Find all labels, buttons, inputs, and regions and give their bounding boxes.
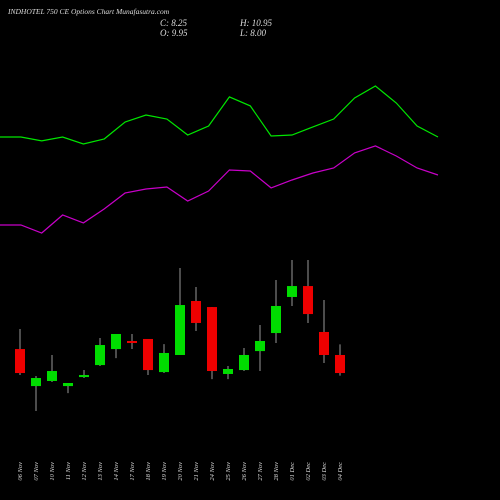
candle-body — [271, 305, 281, 334]
candle-body — [79, 375, 89, 378]
x-tick-label: 18 Nov — [145, 462, 152, 481]
x-tick-label: 06 Nov — [17, 462, 24, 481]
candle-body — [111, 333, 121, 350]
candle-body — [191, 301, 201, 323]
candle-body — [95, 345, 105, 366]
x-tick-label: 28 Nov — [273, 462, 280, 481]
x-tick-label: 26 Nov — [241, 462, 248, 481]
candle-body — [239, 354, 249, 371]
candle-body — [303, 286, 313, 315]
x-tick-label: 21 Nov — [193, 462, 200, 481]
candle-body — [175, 305, 185, 355]
x-tick-label: 17 Nov — [129, 462, 136, 481]
x-tick-label: 13 Nov — [97, 462, 104, 481]
candle-body — [143, 338, 153, 371]
x-tick-label: 19 Nov — [161, 462, 168, 481]
open-label: O: 9.95 — [160, 28, 188, 38]
candle-body — [47, 371, 57, 381]
x-tick-label: 24 Nov — [209, 462, 216, 481]
x-tick-label: 20 Nov — [177, 462, 184, 481]
indicator-line — [0, 145, 439, 234]
x-tick-label: 25 Nov — [225, 462, 232, 481]
low-label: L: 8.00 — [239, 28, 267, 38]
high-label: H: 10.95 — [239, 18, 272, 28]
candle-body — [159, 352, 169, 373]
x-tick-label: 02 Dec — [305, 462, 312, 481]
x-tick-label: 11 Nov — [65, 462, 72, 480]
candle-body — [31, 378, 41, 387]
x-tick-label: 03 Dec — [321, 462, 328, 481]
x-tick-label: 07 Nov — [33, 462, 40, 481]
candle-body — [255, 340, 265, 352]
candle-body — [63, 382, 73, 387]
candle-body — [335, 354, 345, 374]
candle-body — [127, 340, 137, 344]
x-tick-label: 01 Dec — [289, 462, 296, 481]
x-tick-label: 04 Dec — [337, 462, 344, 481]
candle-body — [287, 286, 297, 297]
candle-body — [319, 331, 329, 355]
chart-title: INDHOTEL 750 CE Options Chart Munafasutr… — [7, 7, 170, 16]
candle-body — [15, 349, 25, 374]
candle-body — [223, 368, 233, 374]
x-tick-label: 14 Nov — [113, 462, 120, 481]
close-label: C: 8.25 — [160, 18, 188, 28]
x-tick-label: 12 Nov — [81, 462, 88, 481]
indicator-line — [0, 85, 439, 145]
x-tick-label: 27 Nov — [257, 462, 264, 481]
x-tick-label: 10 Nov — [49, 462, 56, 481]
candle-body — [207, 307, 217, 372]
